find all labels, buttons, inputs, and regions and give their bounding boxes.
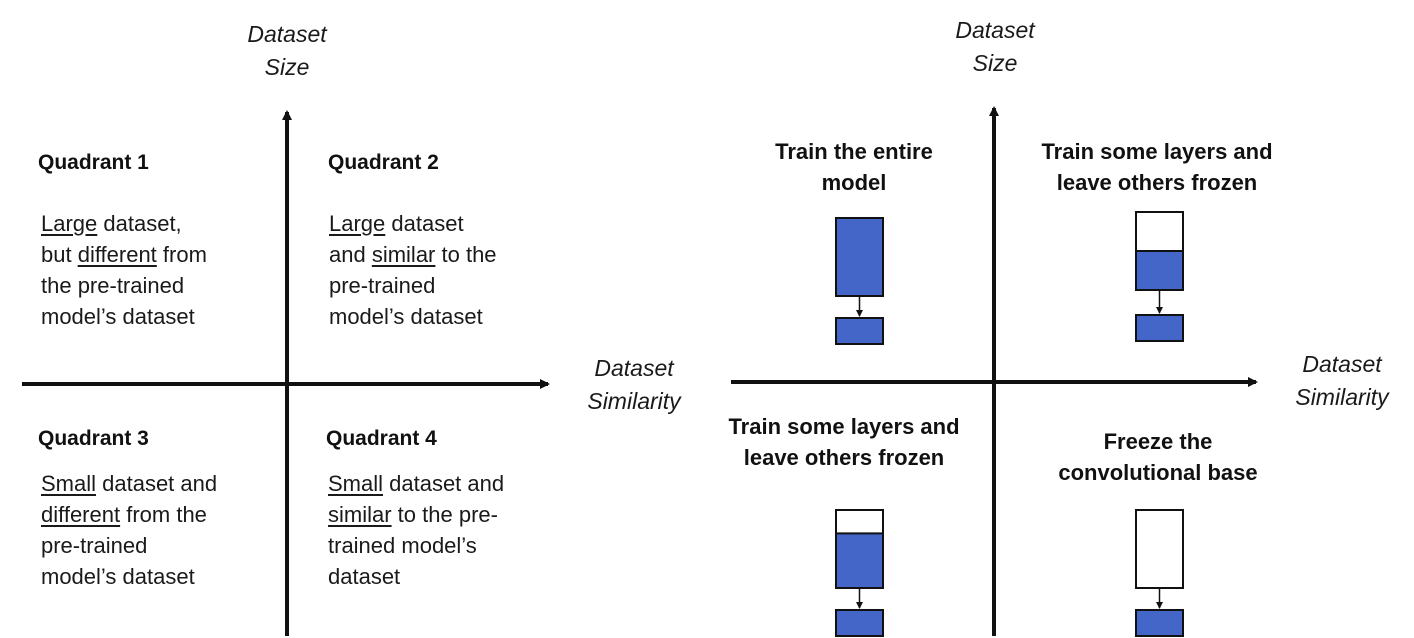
strategy-2-trained-layers [1135, 250, 1184, 291]
strategy-1-classifier-block [835, 317, 884, 345]
strategy-4-frozen-layers [1135, 509, 1184, 589]
quadrant-2-description: Large dataset and similar to the pre-train… [329, 208, 497, 332]
layer-stacks [835, 211, 1184, 637]
quadrant-1-line-2: but different from [41, 239, 207, 270]
strategy-3-trained-layers [835, 532, 884, 590]
text-segment: dataset, [97, 211, 182, 236]
text-segment: trained model’s [328, 533, 477, 558]
right-x-axis-label: Dataset Similarity [1295, 351, 1389, 410]
left-x-axis-label: Dataset Similarity [587, 355, 681, 414]
quadrant-1-description: Large dataset, but different from the pre-… [41, 208, 207, 332]
strategy-2-classifier-block [1135, 314, 1184, 342]
quadrant-2: Quadrant 2 Large dataset and similar to t… [328, 150, 497, 332]
text-segment: dataset and [96, 471, 218, 496]
strategy-1-trained-layers [835, 217, 884, 297]
underlined-text: Small [41, 471, 97, 496]
quadrant-3-line-1: Small dataset and [41, 468, 217, 499]
quadrant-2-line-3: pre-trained [329, 270, 497, 301]
strategy-3-classifier-block [835, 609, 884, 637]
quadrant-3-line-4: model’s dataset [41, 561, 217, 592]
quadrant-3-line-2: different from the [41, 499, 217, 530]
text-segment: model’s dataset [41, 304, 195, 329]
strategy-3-title: Train some layers and leave others froze… [728, 414, 960, 470]
quadrant-2-title: Quadrant 2 [328, 151, 439, 174]
text-segment: pre-trained [41, 533, 148, 558]
quadrant-2-line-2: and similar to the [329, 239, 497, 270]
text-segment: from the [120, 502, 207, 527]
underlined-text: similar [328, 502, 392, 527]
underlined-text: different [41, 502, 121, 527]
underlined-text: similar [371, 242, 436, 267]
text-segment: the pre-trained [41, 273, 185, 298]
underlined-text: Small [328, 471, 384, 496]
text-segment: dataset [385, 211, 464, 236]
text-segment: pre-trained [329, 273, 436, 298]
quadrant-1-line-4: model’s dataset [41, 301, 207, 332]
text-segment: model’s dataset [41, 564, 195, 589]
quadrant-3-line-3: pre-trained [41, 530, 217, 561]
text-segment: model’s dataset [329, 304, 483, 329]
left-y-axis-label: Dataset Size [247, 21, 327, 80]
text-segment: to the [435, 242, 497, 267]
text-segment: dataset and [383, 471, 505, 496]
quadrant-1: Quadrant 1 Large dataset, but different f… [38, 150, 207, 332]
quadrant-3-title: Quadrant 3 [38, 427, 149, 450]
strategy-4-title: Freeze the convolutional base [1058, 429, 1258, 485]
quadrant-1-line-1: Large dataset, [41, 208, 207, 239]
text-segment: to the pre- [391, 502, 498, 527]
strategy-2-title: Train some layers and leave others froze… [1041, 139, 1273, 195]
quadrant-4: Quadrant 4 Small dataset and similar to t… [326, 426, 504, 592]
strategy-4-classifier-block [1135, 609, 1184, 637]
quadrant-3-description: Small dataset and different from the pre-t… [41, 468, 217, 592]
quadrant-4-line-2: similar to the pre- [328, 499, 504, 530]
strategy-1-title: Train the entire model [775, 139, 933, 195]
quadrant-1-title: Quadrant 1 [38, 151, 149, 174]
quadrant-4-description: Small dataset and similar to the pre-trai… [328, 468, 504, 592]
quadrant-4-line-1: Small dataset and [328, 468, 504, 499]
quadrant-1-line-3: the pre-trained [41, 270, 207, 301]
underlined-text: Large [41, 211, 98, 236]
text-segment: but [41, 242, 78, 267]
quadrant-4-title: Quadrant 4 [326, 427, 437, 450]
right-y-axis-label: Dataset Size [955, 17, 1035, 76]
text-segment: from [156, 242, 207, 267]
underlined-text: Large [329, 211, 386, 236]
quadrant-2-line-1: Large dataset [329, 208, 497, 239]
text-segment: dataset [328, 564, 401, 589]
text-segment: and [329, 242, 372, 267]
quadrant-3: Quadrant 3 Small dataset and different fr… [38, 426, 217, 592]
quadrant-4-line-4: dataset [328, 561, 504, 592]
quadrant-2-line-4: model’s dataset [329, 301, 497, 332]
quadrant-4-line-3: trained model’s [328, 530, 504, 561]
underlined-text: different [77, 242, 157, 267]
